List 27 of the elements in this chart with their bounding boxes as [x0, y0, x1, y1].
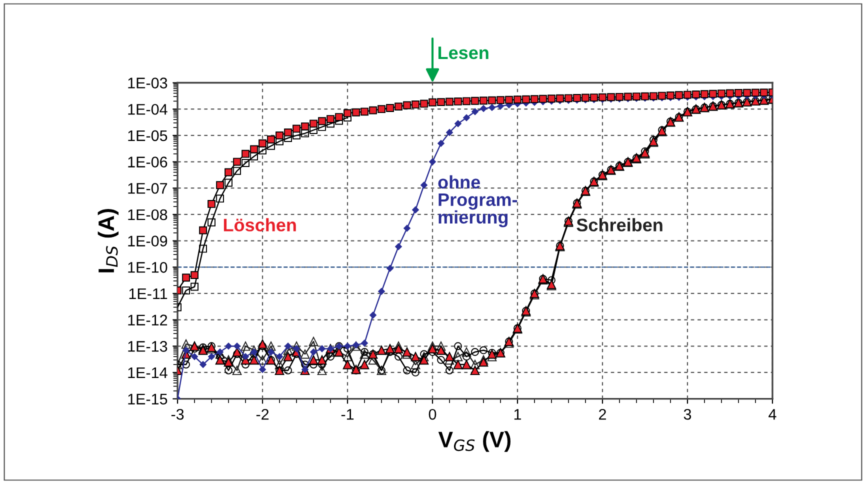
- y-tick-label: 1E-10: [128, 262, 168, 273]
- x-tick-label: -2: [256, 408, 269, 420]
- y-tick-label: 1E-14: [128, 368, 168, 378]
- y-tick-label: 1E-04: [128, 104, 168, 115]
- x-tick-label: -1: [341, 409, 354, 420]
- series-label: ohne Program- mierung: [438, 175, 518, 228]
- y-tick-label: 1E-06: [128, 156, 168, 168]
- y-tick-label: 1E-11: [129, 288, 168, 299]
- x-tick-label: 0: [428, 408, 436, 420]
- text: Lesen: [438, 46, 488, 60]
- x-tick-label: 1: [514, 409, 521, 420]
- series-label: Schreiben: [576, 218, 662, 232]
- x-tick-label: 3: [684, 408, 692, 420]
- y-tick-label: 1E-07: [128, 182, 168, 194]
- x-tick-label: 4: [768, 409, 776, 420]
- y-tick-label: 1E-12: [128, 314, 168, 326]
- y-tick-label: 1E-05: [128, 130, 168, 142]
- y-tick-label: 1E-13: [128, 341, 168, 352]
- y-axis-title: I$_{DS}$ (A): [98, 209, 119, 272]
- x-tick-label: -3: [171, 408, 184, 420]
- y-tick-label: 1E-03: [128, 78, 168, 88]
- y-tick-label: 1E-15: [128, 394, 168, 404]
- x-axis-title: V$_{GS}$ (V): [438, 431, 510, 452]
- y-tick-label: 1E-09: [128, 236, 168, 246]
- y-tick-label: 1E-08: [128, 209, 168, 220]
- series-label: Löschen: [224, 218, 296, 232]
- x-tick-label: 2: [599, 408, 606, 420]
